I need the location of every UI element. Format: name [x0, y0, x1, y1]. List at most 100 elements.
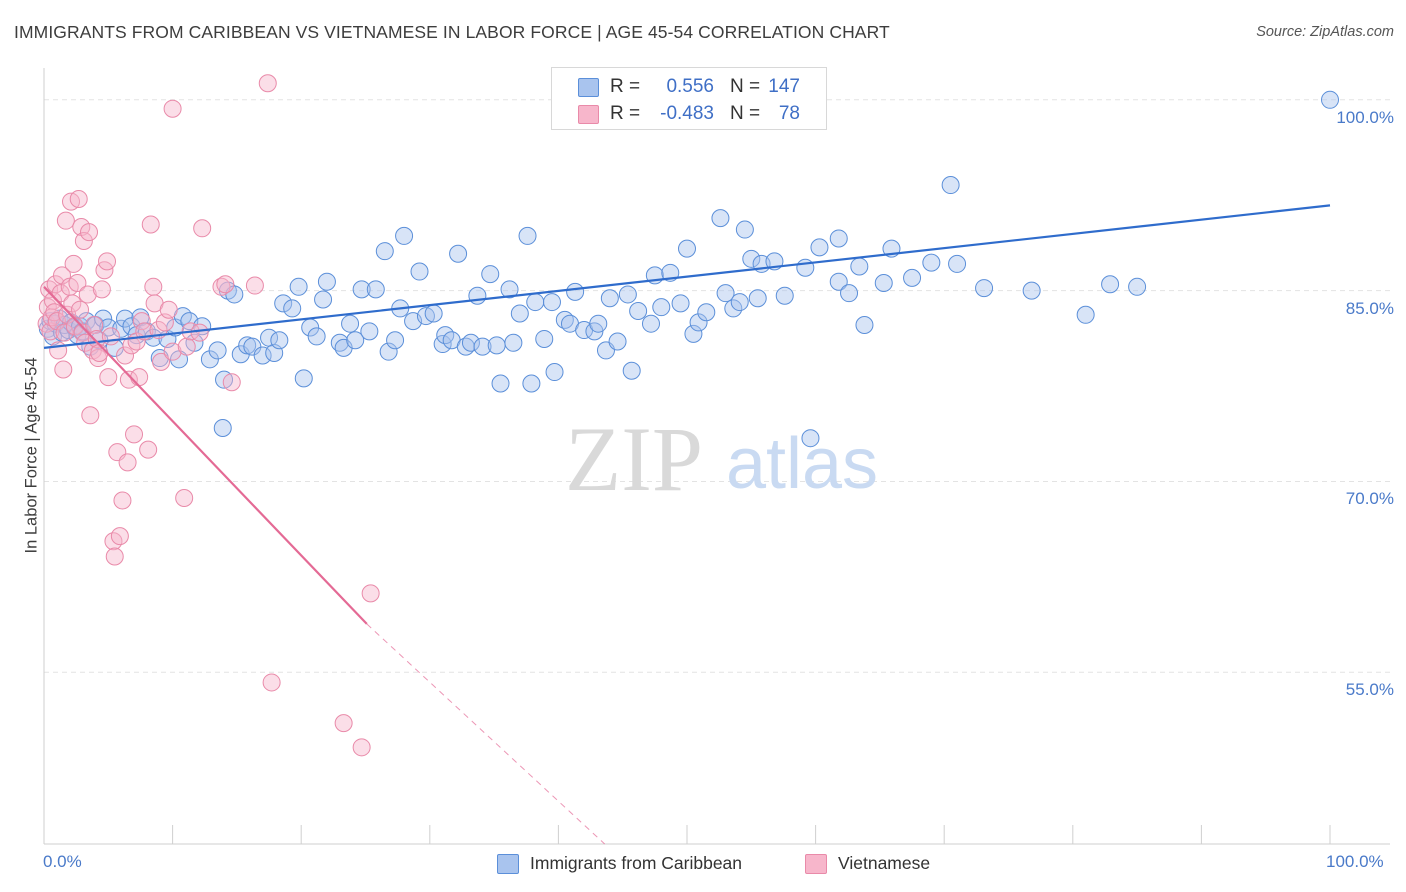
watermark: ZIP atlas — [565, 408, 878, 510]
data-point-caribbean — [1076, 305, 1095, 324]
data-point-caribbean — [243, 337, 262, 356]
legend-r-label: R = — [610, 76, 641, 97]
legend-n-value: 78 — [778, 103, 800, 124]
data-point-caribbean — [518, 226, 537, 245]
data-point-caribbean — [671, 294, 690, 313]
data-point-vietnamese — [71, 300, 90, 319]
data-point-vietnamese — [64, 254, 83, 273]
data-point-caribbean — [410, 262, 429, 281]
data-point-vietnamese — [74, 232, 93, 251]
data-point-caribbean — [1022, 281, 1041, 300]
data-point-vietnamese — [152, 352, 171, 371]
bottom-legend-swatch-caribbean — [497, 854, 519, 874]
data-point-vietnamese — [78, 285, 97, 304]
data-point-vietnamese — [163, 99, 182, 118]
data-point-vietnamese — [80, 223, 99, 242]
data-point-caribbean — [94, 309, 113, 328]
data-point-caribbean — [526, 293, 545, 312]
data-point-vietnamese — [361, 584, 380, 603]
data-point-caribbean — [112, 319, 131, 338]
y-tick-label: 70.0% — [1345, 489, 1394, 509]
data-point-caribbean — [622, 361, 641, 380]
data-point-caribbean — [352, 280, 371, 299]
y-tick-label: 85.0% — [1345, 298, 1394, 318]
data-point-caribbean — [742, 249, 761, 268]
data-point-caribbean — [542, 293, 561, 312]
legend-swatch-vietnamese — [578, 105, 599, 124]
data-point-caribbean — [735, 220, 754, 239]
watermark-zip: ZIP — [565, 408, 703, 510]
data-point-caribbean — [341, 314, 360, 333]
legend-r-label: R = — [610, 103, 641, 124]
data-point-caribbean — [975, 279, 994, 298]
data-point-caribbean — [948, 254, 967, 273]
data-point-caribbean — [510, 304, 529, 323]
data-point-caribbean — [289, 277, 308, 296]
data-point-vietnamese — [216, 275, 235, 294]
data-point-vietnamese — [144, 277, 163, 296]
data-point-vietnamese — [116, 346, 135, 365]
data-point-caribbean — [618, 285, 637, 304]
data-point-caribbean — [711, 209, 730, 228]
data-point-vietnamese — [69, 190, 88, 209]
data-point-caribbean — [317, 272, 336, 291]
data-point-caribbean — [810, 238, 829, 257]
legend-swatch-caribbean — [578, 78, 599, 97]
series-vietnamese-points — [37, 74, 380, 757]
data-point-vietnamese — [68, 273, 87, 292]
data-point-vietnamese — [110, 527, 129, 546]
data-point-caribbean — [500, 280, 519, 299]
data-point-caribbean — [840, 284, 859, 303]
data-point-vietnamese — [130, 368, 149, 387]
series-caribbean-points — [38, 90, 1339, 448]
data-point-caribbean — [775, 286, 794, 305]
data-point-caribbean — [678, 239, 696, 258]
data-point-caribbean — [600, 289, 619, 308]
y-tick-label: 100.0% — [1336, 107, 1394, 127]
data-point-vietnamese — [63, 294, 82, 313]
bottom-legend-swatch-vietnamese — [805, 854, 827, 874]
legend-n-value: 147 — [768, 76, 800, 97]
data-point-vietnamese — [139, 440, 158, 459]
data-point-caribbean — [589, 314, 608, 333]
data-point-caribbean — [801, 429, 820, 448]
source-label: Source: ZipAtlas.com — [1256, 24, 1394, 40]
data-point-vietnamese — [352, 738, 371, 757]
data-point-caribbean — [375, 242, 394, 261]
data-point-caribbean — [449, 244, 468, 263]
data-point-caribbean — [724, 299, 743, 318]
data-point-caribbean — [829, 229, 848, 248]
data-point-vietnamese — [105, 547, 124, 566]
axes — [43, 68, 1390, 845]
data-point-caribbean — [307, 327, 326, 346]
data-point-caribbean — [684, 324, 703, 343]
data-point-caribbean — [504, 333, 523, 352]
data-point-vietnamese — [258, 74, 277, 93]
data-point-vietnamese — [222, 373, 241, 392]
data-point-caribbean — [314, 290, 333, 309]
legend-r-value: 0.556 — [666, 76, 714, 97]
data-point-vietnamese — [81, 406, 100, 425]
legend-n-label: N = — [730, 103, 761, 124]
data-point-vietnamese — [193, 219, 212, 238]
data-point-caribbean — [716, 284, 735, 303]
data-point-caribbean — [468, 286, 487, 305]
data-point-vietnamese — [177, 337, 196, 356]
data-point-caribbean — [473, 337, 492, 356]
data-point-caribbean — [748, 289, 767, 308]
data-point-vietnamese — [159, 300, 178, 319]
data-point-caribbean — [213, 419, 232, 438]
data-point-caribbean — [941, 176, 960, 195]
trend-line-vietnamese — [43, 286, 368, 625]
data-point-caribbean — [294, 369, 313, 388]
data-point-caribbean — [360, 322, 379, 341]
data-point-caribbean — [608, 332, 627, 351]
data-point-caribbean — [424, 304, 443, 323]
legend-row-caribbean: R = 0.556 N = 147 — [552, 74, 826, 100]
data-point-vietnamese — [54, 360, 73, 379]
data-point-vietnamese — [101, 327, 120, 346]
data-point-vietnamese — [334, 714, 353, 733]
data-point-caribbean — [829, 272, 848, 291]
data-point-vietnamese — [55, 323, 74, 342]
data-point-vietnamese — [141, 215, 160, 234]
